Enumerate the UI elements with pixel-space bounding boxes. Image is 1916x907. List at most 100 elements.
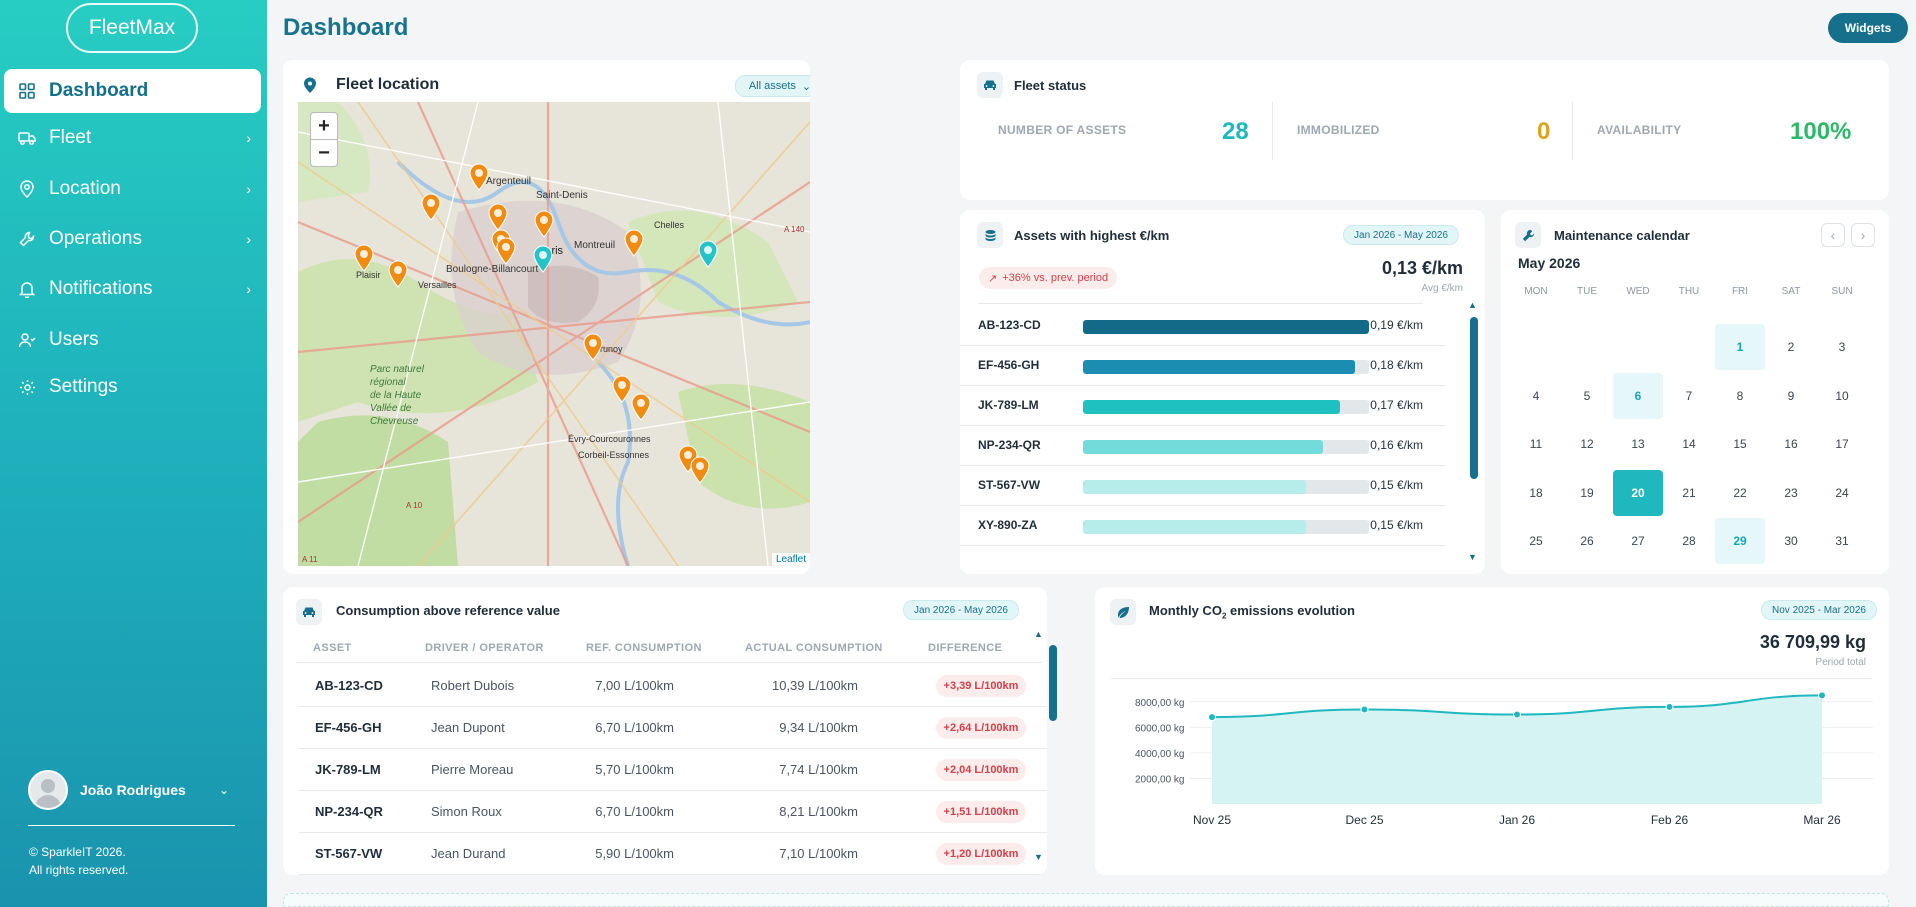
calendar-day[interactable]: 6: [1613, 372, 1663, 419]
list-item[interactable]: AB-123-CD 0,19 €/km: [960, 306, 1445, 346]
calendar-day[interactable]: 28: [1682, 534, 1696, 548]
calendar-day[interactable]: 21: [1682, 485, 1696, 500]
driver-cell: Pierre Moreau: [431, 762, 514, 777]
table-row[interactable]: JK-789-LM Pierre Moreau 5,70 L/100km 7,74 L…: [299, 749, 1047, 791]
table-row[interactable]: EF-456-GH Jean Dupont 6,70 L/100km 9,34 L/1…: [299, 707, 1047, 749]
widgets-button[interactable]: Widgets: [1828, 13, 1908, 43]
sidebar-item-label: Notifications: [49, 278, 153, 299]
calendar-day[interactable]: 27: [1631, 534, 1645, 548]
calendar-day[interactable]: 8: [1736, 388, 1744, 403]
scroll-down-icon[interactable]: ▼: [1034, 852, 1043, 862]
vehicle-marker[interactable]: [533, 245, 553, 273]
vehicle-marker[interactable]: [631, 393, 651, 421]
vehicle-marker[interactable]: [488, 203, 508, 231]
list-item[interactable]: NP-234-QR 0,16 €/km: [960, 426, 1445, 466]
asset-filter-dropdown[interactable]: All assets ⌄: [735, 75, 810, 97]
prev-month-button[interactable]: ‹: [1821, 223, 1845, 247]
scroll-up-icon[interactable]: ▲: [1468, 300, 1477, 310]
list-item[interactable]: ST-567-VW 0,15 €/km: [960, 466, 1445, 506]
calendar-day[interactable]: 29: [1715, 518, 1765, 564]
calendar-day[interactable]: 23: [1784, 485, 1798, 500]
user-icon: [18, 331, 36, 349]
table-row[interactable]: ST-567-VW Jean Durand 5,90 L/100km 7,10 L/1…: [299, 833, 1047, 875]
calendar-day[interactable]: 2: [1787, 340, 1795, 354]
table-row[interactable]: AB-123-CD Robert Dubois 7,00 L/100km 10,39 …: [299, 665, 1047, 707]
vehicle-marker[interactable]: [698, 240, 718, 268]
sidebar-item-users[interactable]: Users: [4, 318, 261, 362]
avatar: [28, 770, 68, 810]
sidebar-item-settings[interactable]: Settings: [4, 365, 261, 409]
calendar-day[interactable]: 17: [1835, 437, 1849, 451]
calendar-day[interactable]: 19: [1580, 485, 1594, 500]
scroll-up-icon[interactable]: ▲: [1034, 629, 1043, 639]
sidebar-item-fleet[interactable]: Fleet ›: [4, 116, 261, 160]
calendar-day[interactable]: 26: [1580, 534, 1594, 548]
vehicle-marker[interactable]: [678, 445, 698, 473]
list-item[interactable]: EF-456-GH 0,18 €/km: [960, 346, 1445, 386]
calendar-day[interactable]: 31: [1835, 534, 1849, 548]
map[interactable]: Parc naturel régional de la Haute Vallée…: [298, 102, 810, 566]
fleetmax-logo[interactable]: FleetMax: [66, 3, 198, 53]
calendar-day[interactable]: 9: [1787, 388, 1795, 403]
calendar-day[interactable]: 11: [1529, 437, 1543, 451]
list-item[interactable]: XY-890-ZA 0,15 €/km: [960, 506, 1445, 546]
sidebar-item-operations[interactable]: Operations ›: [4, 217, 261, 261]
calendar-day[interactable]: 4: [1532, 388, 1540, 403]
card-title: Maintenance calendar: [1554, 228, 1690, 243]
map-attribution[interactable]: Leaflet: [771, 553, 810, 566]
calendar-day[interactable]: 20: [1613, 469, 1663, 516]
weekday-label: WED: [1626, 286, 1650, 297]
vehicle-marker[interactable]: [421, 193, 441, 221]
calendar-day[interactable]: 10: [1835, 388, 1849, 403]
zoom-out-button[interactable]: −: [310, 139, 338, 167]
calendar-day[interactable]: 15: [1733, 437, 1747, 451]
vehicle-marker[interactable]: [612, 375, 632, 403]
next-month-button[interactable]: ›: [1851, 223, 1875, 247]
vehicle-marker[interactable]: [469, 163, 489, 191]
calendar-day[interactable]: 25: [1529, 534, 1543, 548]
calendar-day[interactable]: 7: [1685, 388, 1693, 403]
vehicle-marker[interactable]: [534, 210, 554, 238]
vehicle-marker[interactable]: [354, 244, 374, 272]
calendar-day[interactable]: 13: [1631, 437, 1645, 451]
calendar-day[interactable]: 14: [1682, 437, 1696, 451]
avg-label: Avg €/km: [1421, 283, 1464, 294]
data-point[interactable]: [1360, 705, 1369, 714]
user-menu[interactable]: João Rodrigues ⌄: [28, 770, 235, 810]
sidebar-item-dashboard[interactable]: Dashboard: [4, 69, 261, 113]
calendar-day[interactable]: 30: [1784, 534, 1798, 548]
calendar-day[interactable]: 16: [1784, 437, 1798, 451]
calendar-day[interactable]: 5: [1583, 388, 1591, 403]
total-label: Period total: [1815, 657, 1866, 668]
scrollbar-thumb[interactable]: [1470, 317, 1478, 479]
truck-icon: [18, 129, 36, 147]
card-title: Assets with highest €/km: [1014, 228, 1170, 243]
data-point[interactable]: [1208, 713, 1216, 722]
car-icon: [296, 599, 322, 625]
copyright-line: © SparkleIT 2026.: [29, 845, 126, 859]
calendar-day[interactable]: 12: [1580, 437, 1594, 451]
zoom-in-button[interactable]: +: [310, 112, 338, 140]
data-point[interactable]: [1513, 710, 1521, 719]
weekday-label: MON: [1524, 286, 1548, 297]
list-item[interactable]: JK-789-LM 0,17 €/km: [960, 386, 1445, 426]
data-point[interactable]: [1665, 702, 1674, 711]
calendar-day[interactable]: 1: [1715, 324, 1765, 370]
asset-cell: NP-234-QR: [315, 804, 383, 819]
vehicle-marker[interactable]: [624, 229, 644, 257]
vehicle-marker[interactable]: [690, 456, 710, 484]
chevron-down-icon[interactable]: ⌄: [218, 783, 229, 797]
vehicle-marker[interactable]: [583, 333, 603, 361]
calendar-day[interactable]: 3: [1838, 340, 1846, 354]
calendar-day[interactable]: 18: [1529, 485, 1543, 500]
calendar-day[interactable]: 24: [1835, 485, 1849, 500]
data-point[interactable]: [1818, 691, 1826, 700]
sidebar-item-location[interactable]: Location ›: [4, 167, 261, 211]
vehicle-marker[interactable]: [388, 260, 408, 288]
vehicle-marker[interactable]: [496, 237, 516, 265]
maintenance-calendar-card: Maintenance calendar ‹ › May 2026 MON TUE…: [1501, 210, 1889, 574]
calendar-day[interactable]: 22: [1733, 485, 1747, 500]
scroll-down-icon[interactable]: ▼: [1468, 552, 1477, 562]
sidebar-item-notifications[interactable]: Notifications ›: [4, 267, 261, 311]
table-row[interactable]: NP-234-QR Simon Roux 6,70 L/100km 8,21 L/10…: [299, 791, 1047, 833]
